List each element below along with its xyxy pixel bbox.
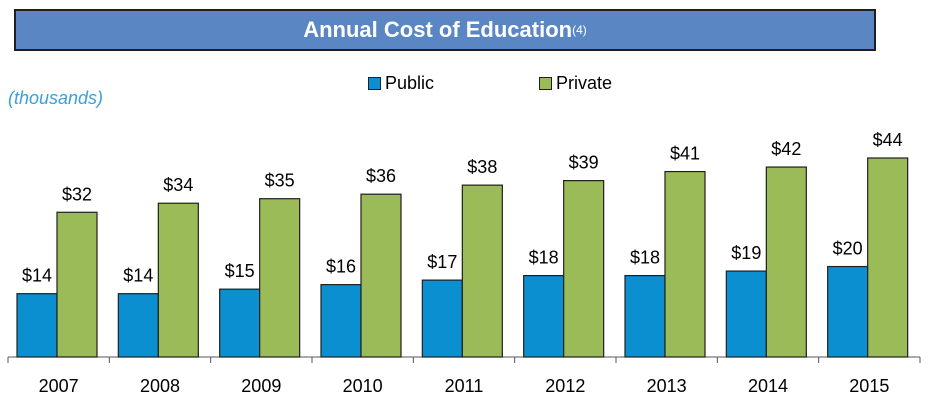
data-label-public: $20 xyxy=(833,239,863,259)
bar-public xyxy=(421,279,463,358)
data-label-private: $39 xyxy=(569,153,599,173)
bar-private xyxy=(664,170,706,358)
x-tick-label: 2010 xyxy=(343,376,383,396)
data-label-public: $15 xyxy=(225,261,255,281)
data-label-public: $18 xyxy=(630,248,660,268)
legend-label-public: Public xyxy=(385,73,435,93)
x-tick-label: 2014 xyxy=(748,376,788,396)
bar-public xyxy=(219,288,261,358)
bar-private xyxy=(56,211,98,358)
x-tick-label: 2007 xyxy=(39,376,79,396)
legend-swatch-public xyxy=(368,77,381,90)
bar-public xyxy=(827,265,869,358)
data-label-private: $42 xyxy=(771,139,801,159)
bar-public xyxy=(117,293,159,358)
bar-private xyxy=(259,198,301,358)
bar-private xyxy=(157,202,199,358)
data-label-private: $38 xyxy=(467,157,497,177)
bar-public xyxy=(16,293,58,358)
x-tick-label: 2013 xyxy=(647,376,687,396)
legend-label-private: Private xyxy=(556,73,613,93)
bar-private xyxy=(360,193,402,358)
bar-public xyxy=(725,270,767,358)
data-label-private: $44 xyxy=(873,130,903,150)
bar-private xyxy=(461,184,503,358)
bar-public xyxy=(523,274,565,358)
chart-title-bar: Annual Cost of Education (4) xyxy=(14,9,876,51)
legend-item-private: Private xyxy=(539,73,612,94)
data-label-public: $18 xyxy=(529,248,559,268)
legend: Public Private xyxy=(0,73,928,97)
x-tick-label: 2009 xyxy=(241,376,281,396)
x-tick-label: 2011 xyxy=(445,376,484,396)
data-label-public: $16 xyxy=(326,257,356,277)
chart-title: Annual Cost of Education xyxy=(303,17,573,42)
legend-swatch-private xyxy=(539,77,552,90)
data-label-public: $14 xyxy=(123,266,153,286)
data-label-public: $19 xyxy=(731,243,761,263)
chart-title-footnote: (4) xyxy=(572,23,587,37)
bar-private xyxy=(563,180,605,358)
data-label-private: $34 xyxy=(163,175,193,195)
data-label-private: $35 xyxy=(265,171,295,191)
bar-private xyxy=(867,157,909,358)
bar-private xyxy=(765,166,807,358)
data-label-private: $32 xyxy=(62,184,92,204)
data-label-public: $14 xyxy=(22,266,52,286)
unit-label: (thousands) xyxy=(8,88,104,108)
legend-item-public: Public xyxy=(368,73,434,94)
data-label-public: $17 xyxy=(427,252,457,272)
bar-public xyxy=(320,284,362,358)
x-tick-label: 2008 xyxy=(140,376,180,396)
x-tick-label: 2015 xyxy=(849,376,889,396)
x-tick-label: 2012 xyxy=(545,376,585,396)
data-label-private: $36 xyxy=(366,166,396,186)
data-label-private: $41 xyxy=(670,144,700,164)
bar-public xyxy=(624,274,666,358)
